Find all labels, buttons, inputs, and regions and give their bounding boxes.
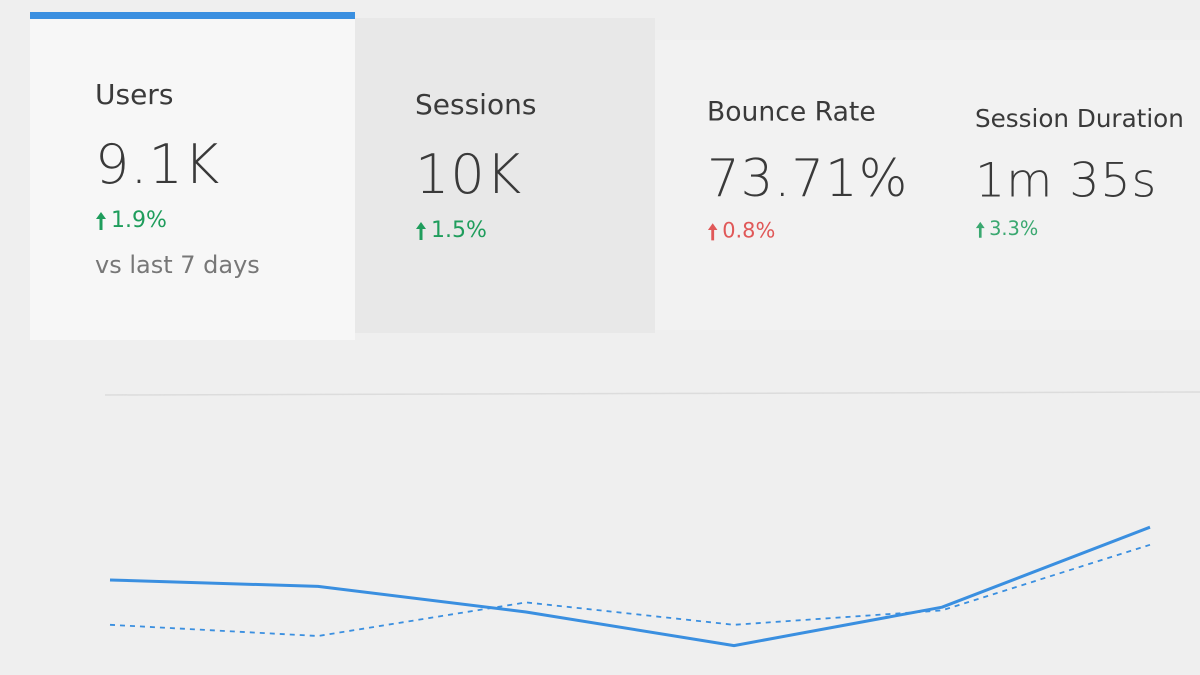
series-line bbox=[109, 525, 1151, 648]
change-text: 1.9% bbox=[111, 208, 167, 233]
arrow-icon bbox=[975, 221, 985, 238]
metric-tab: Users 9.1K 1.9% vs last 7 days bbox=[95, 78, 260, 279]
change-text: 3.3% bbox=[989, 218, 1039, 241]
metric-tab: Bounce Rate 73.71% 0.8% bbox=[707, 96, 908, 243]
change-text: 1.5% bbox=[431, 218, 487, 243]
change-text: 0.8% bbox=[722, 219, 776, 244]
metric-label: Sessions bbox=[415, 88, 537, 121]
metric-label: Session Duration bbox=[975, 104, 1184, 134]
metric-change: 1.5% bbox=[415, 218, 536, 243]
metric-value: 9.1K bbox=[95, 133, 221, 196]
metric-label: Bounce Rate bbox=[707, 96, 876, 128]
arrow-shape bbox=[416, 221, 426, 240]
metric-value: 1m 35s bbox=[975, 152, 1158, 208]
metric-change: 1.9% bbox=[95, 208, 260, 233]
tab-background bbox=[355, 18, 655, 333]
arrow-icon bbox=[707, 222, 718, 240]
arrow-shape bbox=[975, 221, 985, 238]
arrow-shape bbox=[707, 222, 718, 240]
tab-background bbox=[655, 40, 1200, 330]
metric-change: 3.3% bbox=[975, 218, 1184, 240]
metric-label: Users bbox=[95, 78, 174, 111]
metric-tab: Sessions 10K 1.5% bbox=[415, 88, 536, 243]
tab-background bbox=[30, 12, 355, 340]
metric-change: 0.8% bbox=[707, 219, 908, 244]
metric-tab: Session Duration 1m 35s 3.3% bbox=[975, 104, 1184, 240]
metric-value: 10K bbox=[415, 143, 523, 206]
arrow-shape bbox=[96, 211, 106, 230]
arrow-icon bbox=[416, 221, 426, 240]
separator bbox=[104, 391, 1200, 396]
comparison-line bbox=[109, 543, 1151, 637]
arrow-icon bbox=[96, 211, 106, 230]
metric-value: 73.71% bbox=[707, 148, 909, 209]
comparison-text: vs last 7 days bbox=[95, 251, 260, 279]
